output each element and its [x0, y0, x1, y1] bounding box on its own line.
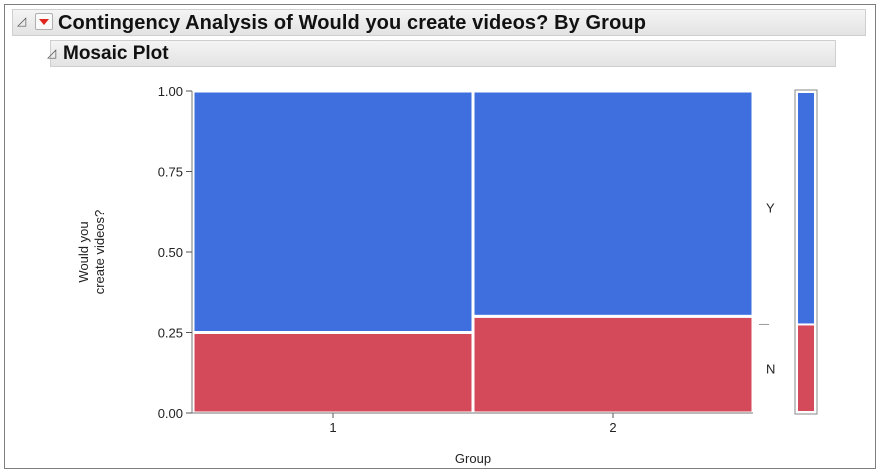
outline-header-mosaic[interactable]	[50, 40, 836, 67]
y-tick-label: 0.75	[158, 165, 183, 180]
outline-header-contingency[interactable]	[12, 9, 866, 36]
disclosure-triangle-icon[interactable]: ◿	[17, 14, 27, 28]
y-tick-label: 1.00	[158, 84, 183, 99]
mosaic-tile-N-1	[191, 331, 475, 415]
x-axis-title: Group	[455, 451, 491, 466]
marginal-tile-N	[798, 325, 814, 411]
y-tick-label: 0.50	[158, 245, 183, 260]
y-axis-title: Would you create videos?	[76, 210, 107, 295]
y-tick-label: 0.00	[158, 406, 183, 421]
y-axis-title-line: Would you	[76, 221, 91, 282]
report-title: Contingency Analysis of Would you create…	[58, 12, 647, 34]
disclosure-triangle-icon[interactable]: ◿	[47, 46, 57, 60]
mosaic-tile-N-2	[471, 314, 755, 415]
mosaic-tile-Y-2	[471, 89, 755, 318]
marginal-tile-Y	[798, 93, 814, 324]
y-tick-label: 0.25	[158, 326, 183, 341]
x-tick-label: 2	[609, 420, 616, 435]
level-label-Y: Y	[766, 201, 775, 216]
y-axis-title-line: create videos?	[92, 210, 107, 295]
red-triangle-menu-icon[interactable]	[35, 13, 53, 30]
mosaic-tile-Y-1	[191, 89, 475, 334]
section-title: Mosaic Plot	[63, 43, 169, 64]
x-tick-label: 1	[329, 420, 336, 435]
level-label-N: N	[766, 362, 775, 377]
